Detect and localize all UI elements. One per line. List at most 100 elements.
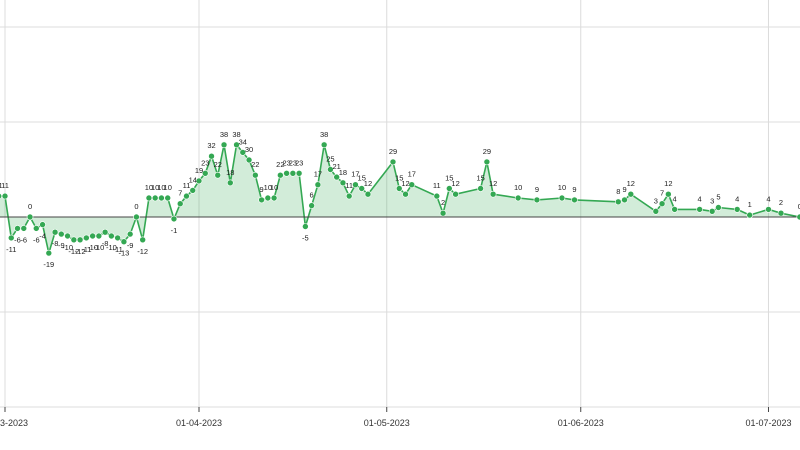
data-point[interactable] [126, 230, 134, 238]
data-point[interactable] [114, 234, 121, 242]
data-point[interactable] [64, 232, 71, 240]
data-point[interactable] [327, 166, 334, 173]
data-label: 10 [164, 183, 172, 192]
data-point[interactable] [571, 196, 578, 204]
data-point[interactable] [220, 141, 228, 149]
data-point[interactable] [158, 194, 165, 202]
data-point[interactable] [270, 194, 278, 202]
data-point[interactable] [352, 181, 359, 188]
data-point[interactable] [20, 225, 28, 232]
data-point[interactable] [151, 194, 159, 202]
data-label: 38 [232, 130, 240, 139]
data-point[interactable] [489, 190, 497, 198]
data-point[interactable] [58, 230, 65, 238]
data-point[interactable] [26, 213, 34, 221]
data-point[interactable] [433, 192, 441, 200]
data-point[interactable] [452, 190, 459, 198]
data-point[interactable] [245, 156, 253, 164]
data-point[interactable] [658, 200, 666, 207]
data-point[interactable] [252, 171, 259, 179]
data-point[interactable] [120, 238, 128, 245]
data-point[interactable] [108, 232, 115, 240]
data-point[interactable] [483, 158, 491, 166]
data-point[interactable] [533, 196, 541, 204]
data-point[interactable] [364, 190, 372, 198]
data-point[interactable] [14, 225, 21, 232]
data-label: 7 [660, 189, 664, 198]
data-point[interactable] [308, 202, 315, 209]
data-point[interactable] [264, 194, 272, 202]
data-point[interactable] [614, 198, 622, 206]
data-point[interactable] [283, 170, 290, 177]
data-point[interactable] [671, 206, 678, 213]
data-label: 17 [408, 170, 416, 179]
data-point[interactable] [320, 141, 328, 149]
data-label: 0 [134, 202, 138, 211]
data-point[interactable] [139, 236, 146, 244]
data-point[interactable] [226, 179, 234, 187]
data-point[interactable] [239, 149, 247, 156]
data-point[interactable] [195, 177, 203, 185]
data-point[interactable] [258, 196, 265, 204]
data-point[interactable] [170, 215, 178, 223]
data-point[interactable] [39, 221, 46, 228]
data-point[interactable] [715, 204, 722, 211]
data-point[interactable] [302, 223, 309, 230]
data-point[interactable] [76, 236, 84, 244]
data-point[interactable] [477, 185, 484, 192]
data-point[interactable] [183, 192, 190, 200]
data-point[interactable] [89, 232, 96, 240]
data-point[interactable] [214, 171, 222, 179]
data-point[interactable] [765, 206, 772, 213]
data-point[interactable] [408, 181, 416, 188]
data-point[interactable] [289, 170, 297, 177]
data-point[interactable] [621, 196, 628, 204]
data-point[interactable] [95, 232, 103, 240]
data-point[interactable] [145, 194, 153, 202]
data-label: 29 [389, 147, 397, 156]
data-point[interactable] [314, 181, 322, 188]
data-point[interactable] [389, 158, 397, 166]
data-point[interactable] [733, 206, 741, 213]
data-point[interactable] [402, 190, 409, 198]
data-point[interactable] [295, 170, 303, 177]
data-point[interactable] [189, 187, 197, 194]
data-point[interactable] [777, 209, 785, 217]
data-point[interactable] [395, 185, 403, 192]
data-point[interactable] [446, 185, 453, 192]
data-label: -5 [302, 234, 309, 243]
data-point[interactable] [514, 194, 522, 202]
data-point[interactable] [164, 194, 172, 202]
data-point[interactable] [51, 228, 59, 236]
data-point[interactable] [1, 192, 9, 200]
data-point[interactable] [558, 194, 566, 202]
data-point[interactable] [333, 173, 340, 181]
data-point[interactable] [101, 228, 109, 236]
data-point[interactable] [345, 192, 353, 200]
data-point[interactable] [133, 213, 140, 221]
data-point[interactable] [45, 249, 53, 257]
data-point[interactable] [746, 211, 754, 219]
data-label: 23 [282, 158, 290, 167]
data-point[interactable] [201, 170, 209, 177]
data-point[interactable] [7, 234, 15, 242]
data-point[interactable] [665, 190, 672, 198]
data-point[interactable] [233, 141, 240, 149]
data-point[interactable] [208, 152, 215, 160]
data-label: 14 [189, 175, 197, 184]
data-point[interactable] [358, 185, 366, 192]
data-label: -6 [20, 235, 27, 244]
data-point[interactable] [32, 225, 40, 232]
data-point[interactable] [339, 179, 347, 187]
data-point[interactable] [708, 208, 716, 215]
data-point[interactable] [277, 171, 284, 179]
data-point[interactable] [176, 200, 184, 207]
data-point[interactable] [652, 208, 660, 215]
data-point[interactable] [83, 234, 90, 242]
data-label: 29 [483, 147, 491, 156]
data-point[interactable] [70, 236, 78, 244]
data-point[interactable] [696, 206, 703, 213]
data-point[interactable] [627, 190, 635, 198]
data-point[interactable] [439, 209, 447, 217]
